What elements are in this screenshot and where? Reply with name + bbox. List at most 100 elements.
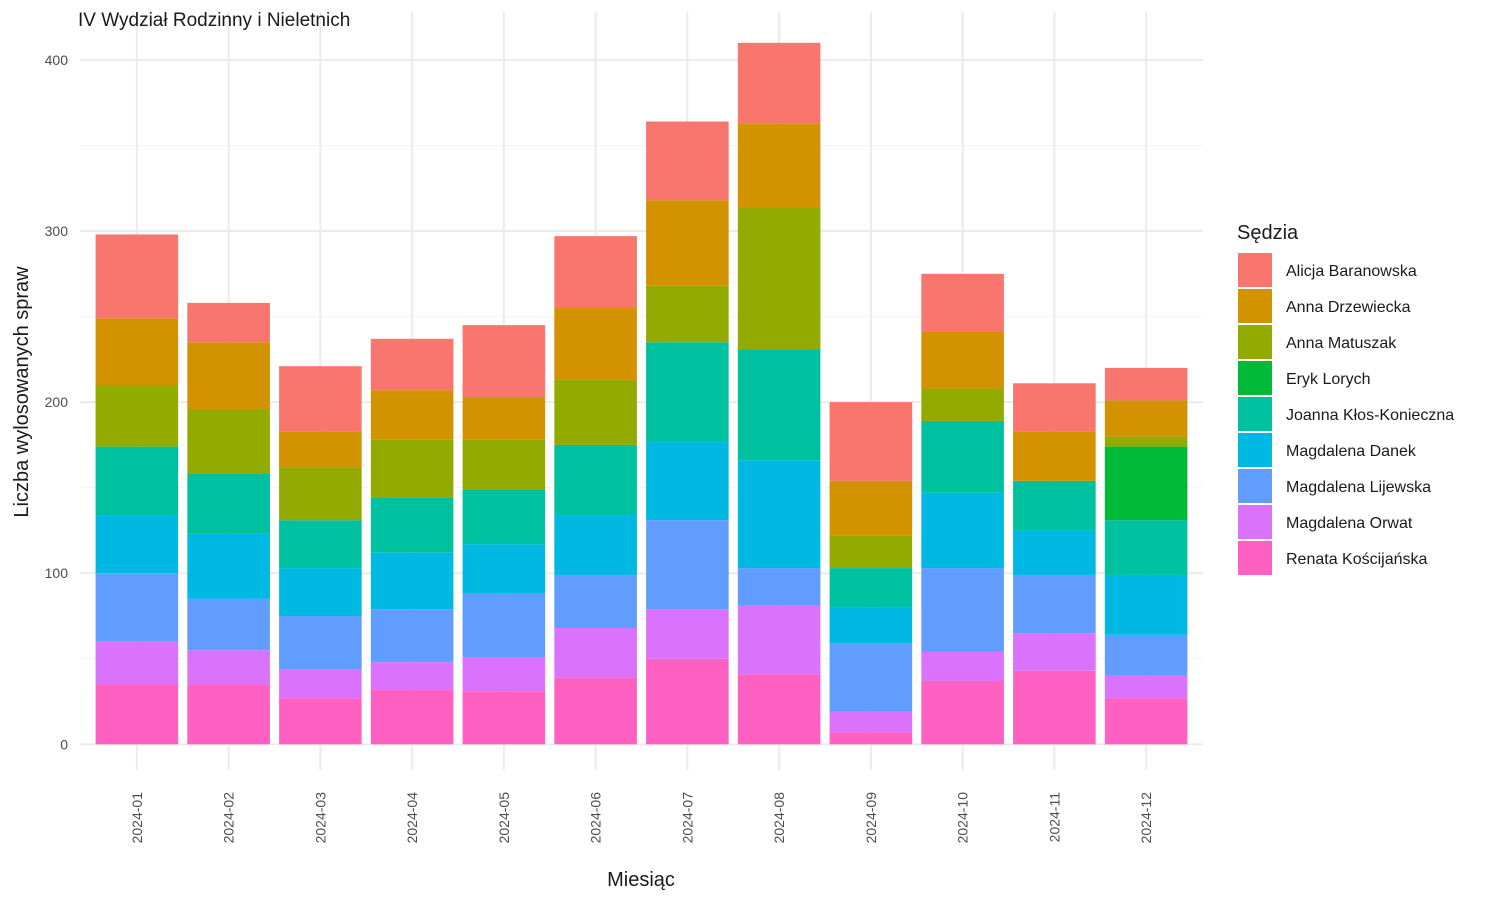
bar-segment: Magdalena Lijewska – 2024-10: 49: [921, 568, 1004, 652]
legend-swatch: [1238, 541, 1272, 575]
bar-segment: Anna Matuszak – 2024-08: 83: [737, 207, 821, 350]
bar-segment: Magdalena Orwat – 2024-09: 12: [829, 711, 913, 733]
legend-item: Joanna Kłos-Konieczna: [1238, 397, 1454, 431]
legend-label: Renata Kościjańska: [1286, 551, 1428, 568]
legend-item: Magdalena Lijewska: [1238, 469, 1431, 503]
legend-swatch: [1238, 433, 1272, 467]
legend-swatch: [1238, 397, 1272, 431]
bar-segment: Renata Kościjańska – 2024-06: 39: [554, 677, 637, 745]
bar-segment: Magdalena Danek – 2024-06: 35: [554, 515, 637, 575]
bar-segment: Alicja Baranowska – 2024-10: 34: [921, 273, 1004, 332]
bar-segment: Magdalena Lijewska – 2024-09: 40: [829, 643, 913, 712]
x-tick-label: 2024-05: [496, 792, 512, 844]
bar-segment: Renata Kościjańska – 2024-11: 43: [1013, 670, 1096, 745]
bar-segment: Eryk Lorych – 2024-12: 43: [1104, 446, 1188, 521]
legend-item: Renata Kościjańska: [1238, 541, 1428, 575]
bar-segment: Alicja Baranowska – 2024-04: 30: [370, 338, 454, 391]
bar-segment: Renata Kościjańska – 2024-12: 27: [1104, 698, 1188, 745]
bar-segment: Alicja Baranowska – 2024-08: 47: [737, 42, 821, 124]
bar-segment: Magdalena Danek – 2024-08: 63: [737, 460, 821, 569]
bar-segment: Alicja Baranowska – 2024-03: 38: [279, 366, 362, 432]
bar-segment: Anna Drzewiecka – 2024-07: 50: [646, 200, 729, 286]
bar-segment: Magdalena Danek – 2024-07: 46: [646, 441, 729, 521]
y-tick-label: 0: [60, 736, 68, 752]
legend-swatch: [1238, 289, 1272, 323]
bar-segment: Renata Kościjańska – 2024-09: 7: [829, 732, 913, 745]
bar-segment: Alicja Baranowska – 2024-06: 42: [554, 236, 637, 309]
bar-segment: Magdalena Orwat – 2024-05: 20: [462, 657, 546, 692]
x-tick-label: 2024-09: [863, 792, 879, 844]
bar-segment: Anna Drzewiecka – 2024-02: 39: [187, 342, 270, 409]
bar-segment: Anna Matuszak – 2024-10: 19: [921, 388, 1004, 421]
bar-segment: Magdalena Danek – 2024-10: 44: [921, 492, 1004, 569]
legend-label: Magdalena Danek: [1286, 443, 1417, 460]
x-tick-label: 2024-10: [955, 792, 971, 844]
bar-segment: Anna Matuszak – 2024-05: 29: [462, 439, 546, 490]
bar-segment: Anna Matuszak – 2024-04: 34: [370, 439, 454, 498]
y-tick-label: 400: [45, 52, 69, 68]
bar-segment: Magdalena Lijewska – 2024-02: 30: [187, 598, 270, 651]
bar-segment: Magdalena Danek – 2024-01: 34: [95, 515, 179, 574]
legend-label: Joanna Kłos-Konieczna: [1286, 407, 1454, 424]
bar-segment: Magdalena Orwat – 2024-02: 20: [187, 650, 270, 685]
bar-segment: Anna Matuszak – 2024-02: 38: [187, 408, 270, 474]
legend-label: Magdalena Orwat: [1286, 515, 1413, 532]
y-tick-label: 200: [45, 394, 69, 410]
y-tick-label: 100: [45, 565, 69, 581]
x-tick-label: 2024-11: [1046, 792, 1062, 843]
bar-segment: Magdalena Lijewska – 2024-11: 34: [1013, 574, 1096, 634]
bar-segment: Joanna Kłos-Konieczna – 2024-08: 65: [737, 349, 821, 461]
legend-swatch: [1238, 325, 1272, 359]
bar-segment: Renata Kościjańska – 2024-05: 31: [462, 691, 546, 745]
bar-segment: Magdalena Orwat – 2024-08: 40: [737, 605, 821, 675]
bar-segment: Anna Matuszak – 2024-07: 33: [646, 285, 729, 343]
legend: Sędzia Alicja Baranowska Anna Drzewiecka A…: [1237, 222, 1454, 575]
bar-segment: Anna Matuszak – 2024-09: 19: [829, 535, 913, 569]
bar-segment: Renata Kościjańska – 2024-03: 27: [279, 698, 362, 745]
bar-segment: Joanna Kłos-Konieczna – 2024-11: 29: [1013, 480, 1096, 531]
bar-segment: Joanna Kłos-Konieczna – 2024-05: 32: [462, 489, 546, 545]
bar-segment: Anna Matuszak – 2024-06: 38: [554, 379, 637, 445]
bar-segment: Joanna Kłos-Konieczna – 2024-09: 23: [829, 568, 913, 608]
bar-segment: Magdalena Danek – 2024-12: 35: [1104, 574, 1188, 635]
bar-segment: Alicja Baranowska – 2024-12: 19: [1104, 367, 1188, 401]
bar-segment: Magdalena Orwat – 2024-06: 29: [554, 627, 637, 678]
bar-segment: Anna Drzewiecka – 2024-12: 21: [1104, 400, 1188, 437]
x-tick-label: 2024-03: [312, 792, 328, 844]
bar-segment: Renata Kościjańska – 2024-10: 37: [921, 681, 1004, 745]
bar-segment: Magdalena Orwat – 2024-12: 13: [1104, 675, 1188, 699]
legend-label: Anna Drzewiecka: [1286, 299, 1411, 316]
bar-segment: Renata Kościjańska – 2024-08: 41: [737, 674, 821, 745]
bar-segment: Joanna Kłos-Konieczna – 2024-04: 32: [370, 497, 454, 553]
bar-segment: Anna Matuszak – 2024-12: 6: [1104, 436, 1188, 447]
bar-segment: Magdalena Danek – 2024-09: 21: [829, 607, 913, 644]
bar-segment: Magdalena Danek – 2024-04: 33: [370, 552, 454, 610]
bar-segment: Anna Matuszak – 2024-01: 36: [95, 385, 179, 447]
bar-segment: Alicja Baranowska – 2024-01: 49: [95, 234, 179, 319]
bar-segment: Magdalena Orwat – 2024-04: 16: [370, 662, 454, 690]
bar-segment: Anna Drzewiecka – 2024-11: 29: [1013, 431, 1096, 481]
bar-segment: Magdalena Lijewska – 2024-12: 24: [1104, 634, 1188, 676]
bar-segment: Alicja Baranowska – 2024-09: 46: [829, 402, 913, 481]
x-tick-label: 2024-08: [771, 792, 787, 844]
legend-swatch: [1238, 505, 1272, 539]
bar-segment: Magdalena Lijewska – 2024-08: 22: [737, 568, 821, 606]
bar-segment: Magdalena Danek – 2024-11: 26: [1013, 530, 1096, 575]
bar-segment: Joanna Kłos-Konieczna – 2024-02: 35: [187, 473, 270, 534]
legend-item: Anna Matuszak: [1238, 325, 1397, 359]
x-tick-label: 2024-12: [1138, 792, 1154, 844]
x-tick-label: 2024-01: [129, 792, 145, 844]
bar-segment: Renata Kościjańska – 2024-07: 50: [646, 658, 729, 745]
bar-segment: Anna Drzewiecka – 2024-01: 39: [95, 318, 179, 386]
bar-segment: Magdalena Orwat – 2024-03: 17: [279, 669, 362, 699]
legend-swatch: [1238, 253, 1272, 287]
legend-item: Magdalena Orwat: [1238, 505, 1413, 539]
bar-segment: Alicja Baranowska – 2024-11: 28: [1013, 383, 1096, 432]
bar-segment: Joanna Kłos-Konieczna – 2024-07: 58: [646, 342, 729, 442]
bar-segment: Magdalena Orwat – 2024-11: 22: [1013, 633, 1096, 671]
bar-segment: Anna Matuszak – 2024-03: 31: [279, 467, 362, 521]
bar-segment: Joanna Kłos-Konieczna – 2024-10: 42: [921, 420, 1004, 493]
bar-segment: Magdalena Orwat – 2024-07: 29: [646, 609, 729, 659]
bar-segment: Magdalena Danek – 2024-02: 38: [187, 533, 270, 599]
